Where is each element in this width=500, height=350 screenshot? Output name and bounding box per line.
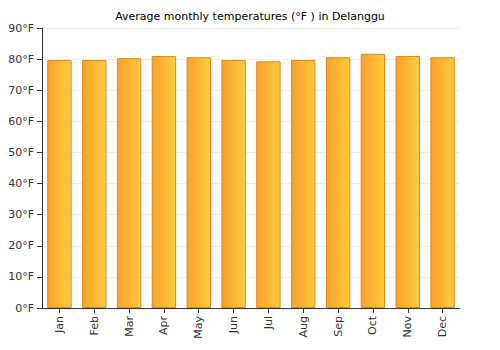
svg-text:90°F: 90°F [8, 22, 34, 35]
svg-text:Nov: Nov [401, 316, 414, 338]
svg-text:Jan: Jan [53, 316, 66, 334]
svg-text:60°F: 60°F [8, 115, 34, 128]
svg-text:10°F: 10°F [8, 270, 34, 283]
svg-text:Mar: Mar [123, 316, 136, 337]
svg-text:May: May [192, 316, 205, 339]
svg-text:40°F: 40°F [8, 177, 34, 190]
svg-text:Dec: Dec [436, 316, 449, 337]
svg-text:Jun: Jun [227, 316, 240, 334]
svg-text:Feb: Feb [88, 316, 101, 335]
svg-text:Oct: Oct [366, 315, 379, 335]
svg-text:Aug: Aug [297, 316, 310, 337]
svg-text:Apr: Apr [157, 316, 170, 336]
svg-text:20°F: 20°F [8, 239, 34, 252]
svg-text:0°F: 0°F [15, 302, 34, 315]
svg-text:Sep: Sep [332, 316, 345, 337]
svg-text:80°F: 80°F [8, 53, 34, 66]
svg-text:30°F: 30°F [8, 208, 34, 221]
svg-text:50°F: 50°F [8, 146, 34, 159]
svg-text:70°F: 70°F [8, 84, 34, 97]
svg-text:Jul: Jul [262, 316, 275, 330]
svg-text:Average monthly temperatures (: Average monthly temperatures (°F ) in De… [115, 10, 385, 23]
